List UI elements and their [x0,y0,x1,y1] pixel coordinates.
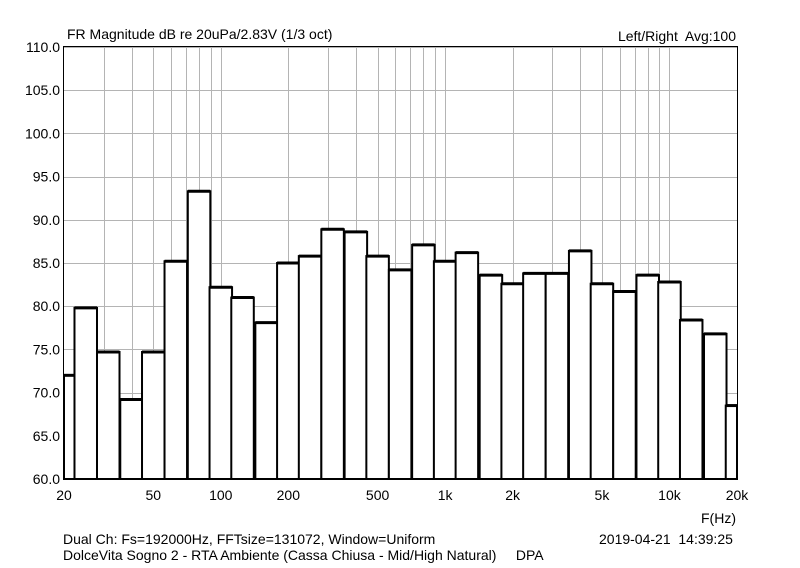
bar [500,282,525,480]
bar [343,230,369,480]
bar [73,306,98,481]
bar [635,274,660,481]
x-tick-label: 20k [726,487,750,503]
y-tick-label: 60.0 [33,471,60,487]
x-tick-label: 10k [658,487,682,503]
x-tick-label: 100 [209,487,233,503]
bar [567,249,593,480]
bar [454,251,480,480]
bar [678,319,704,480]
y-tick-label: 65.0 [33,428,60,444]
measurement-datetime: 2019-04-21 14:39:25 [599,531,733,547]
measurement-description: DolceVita Sogno 2 - RTA Ambiente (Cassa … [63,547,544,563]
chart-title: FR Magnitude dB re 20uPa/2.83V (1/3 oct) [67,26,333,42]
bar [365,255,390,481]
x-tick-label: 20 [56,487,72,503]
y-tick-label: 80.0 [33,298,60,314]
bar [657,281,682,480]
bar [589,282,615,480]
y-tick-label: 95.0 [33,169,60,185]
y-tick-label: 110.0 [26,39,60,55]
plot-frame [63,46,738,480]
x-tick-label: 1k [438,487,454,503]
bar [320,228,345,480]
bar [724,404,738,480]
bar [411,243,436,480]
bar [522,272,547,481]
measurement-settings: Dual Ch: Fs=192000Hz, FFTsize=131072, Wi… [63,531,436,547]
bar [432,260,458,480]
y-tick-labels: 60.0 65.0 70.0 75.0 80.0 85.0 90.0 95.0 100.0 105… [25,39,60,487]
bar [186,190,212,480]
x-tick-label: 5k [595,487,611,503]
x-tick-labels: 20 50 100 200 500 1k 2k 5k 10k 20k [56,487,749,503]
bar [544,272,570,481]
bar [387,268,413,480]
y-tick-label: 105.0 [25,82,60,98]
x-tick-label: 2k [505,487,521,503]
x-tick-label: 50 [145,487,161,503]
y-tick-label: 100.0 [25,125,60,141]
bar [297,255,323,481]
bar [163,260,189,480]
bar [208,286,234,480]
bar [254,321,279,480]
bar [478,274,504,481]
channel-average-label: Left/Right Avg:100 [617,28,736,44]
chart-bars [63,189,738,481]
y-tick-label: 75.0 [33,341,60,357]
bar [96,350,121,481]
x-axis-label: F(Hz) [701,510,736,526]
bar [612,290,637,480]
y-tick-label: 90.0 [33,212,60,228]
bar [276,262,301,480]
bar [703,332,728,480]
bar [119,398,144,480]
x-tick-label: 500 [366,487,390,503]
x-tick-label: 200 [277,487,301,503]
y-tick-label: 70.0 [33,385,60,401]
bar [230,296,255,480]
bar [141,350,166,481]
y-tick-label: 85.0 [33,255,60,271]
